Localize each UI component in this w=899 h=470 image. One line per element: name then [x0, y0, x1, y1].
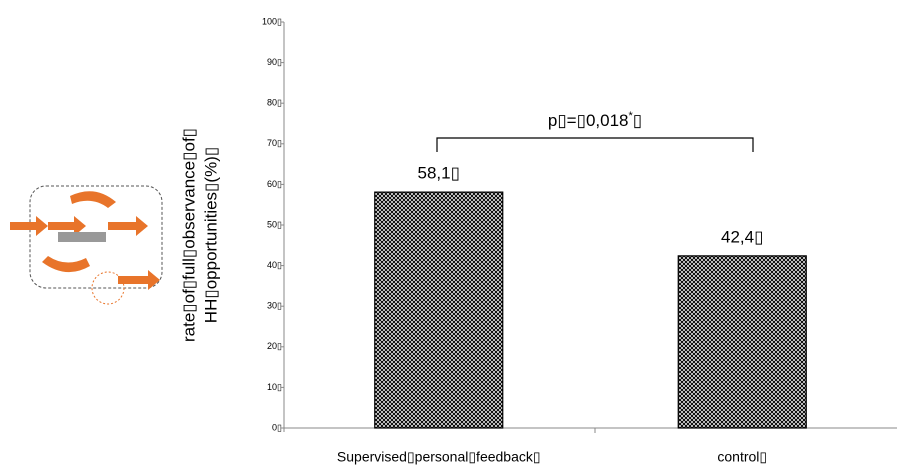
y-tick-label: 50▯: [267, 219, 282, 229]
y-tick-label: 80▯: [267, 98, 282, 108]
value-label: 42,4▯: [721, 227, 763, 246]
y-tick-label: 20▯: [267, 341, 282, 351]
value-label: 58,1▯: [418, 164, 460, 183]
y-axis-label: HH▯opportunities▯(%)▯: [201, 147, 220, 323]
annotation-suffix: ▯: [633, 111, 642, 130]
bar: [375, 192, 503, 428]
x-tick-label: Supervised▯personal▯feedback▯: [337, 449, 541, 465]
y-tick-label: 30▯: [267, 301, 282, 311]
annotation-text: p▯=▯0,018: [548, 111, 629, 130]
chart: rate▯of▯full▯observance▯of▯ HH▯opportuni…: [0, 0, 899, 470]
illustration: [10, 186, 162, 304]
y-tick-label: 0▯: [272, 422, 282, 432]
y-tick-label: 60▯: [267, 179, 282, 189]
y-tick-label: 90▯: [267, 57, 282, 67]
y-tick-label: 70▯: [267, 138, 282, 148]
y-tick-label: 40▯: [267, 260, 282, 270]
y-tick-label: 100▯: [262, 16, 282, 26]
annotation: p▯=▯0,018*▯: [548, 110, 642, 131]
y-tick-label: 10▯: [267, 382, 282, 392]
bar: [678, 256, 806, 428]
y-axis-label: rate▯of▯full▯observance▯of▯: [179, 128, 198, 342]
x-tick-label: control▯: [717, 449, 767, 465]
page: {"chart_data": {"type": "bar", "y_label"…: [0, 0, 899, 470]
bracket: [437, 138, 753, 152]
